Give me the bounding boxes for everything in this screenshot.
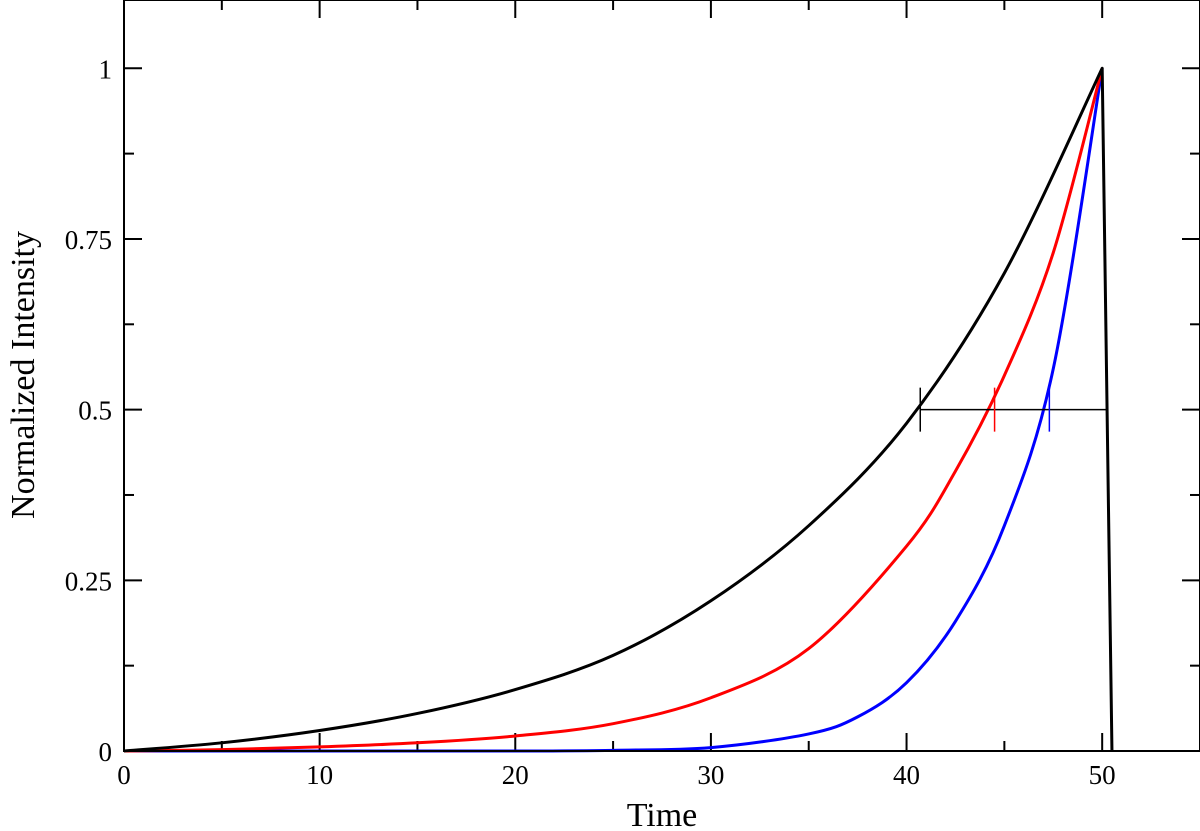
y-axis-title: Normalized Intensity <box>5 231 42 519</box>
plot-frame <box>123 0 1200 752</box>
y-tick-label: 0.5 <box>78 396 112 426</box>
x-tick-label: 10 <box>306 760 333 790</box>
annotation-layer <box>919 387 1109 432</box>
y-tick-label: 0.75 <box>65 225 112 255</box>
x-tick-label: 40 <box>893 760 920 790</box>
y-tick-label: 1 <box>99 54 113 84</box>
series-line-1 <box>123 67 1104 753</box>
series-line-0 <box>123 66 1114 753</box>
x-tick-label: 0 <box>117 760 131 790</box>
tick-layer <box>123 0 1200 752</box>
x-axis-title: Time <box>627 797 698 831</box>
y-tick-label: 0 <box>99 737 113 767</box>
x-tick-label: 50 <box>1089 760 1116 790</box>
x-tick-label: 30 <box>697 760 724 790</box>
tick-label-layer: 0 10 20 30 40 50 0 0.25 0.5 0.75 1 <box>65 54 1116 790</box>
x-tick-label: 20 <box>502 760 529 790</box>
y-tick-label: 0.25 <box>65 566 112 596</box>
